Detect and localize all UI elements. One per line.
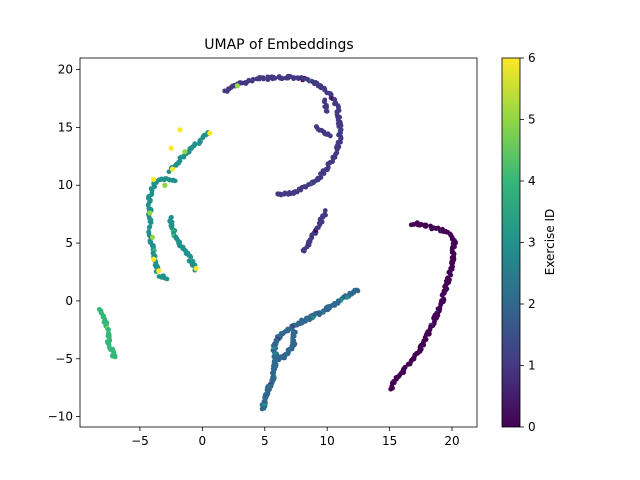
colorbar-tick-label: 5 [528,113,536,127]
data-point [147,210,153,216]
data-point [324,108,330,114]
data-point [272,75,278,81]
x-tick-label: 10 [320,434,335,448]
colorbar-ticks: 0 1 2 3 4 5 6 [520,51,536,434]
y-axis: −10 −5 0 5 10 15 20 [48,63,80,424]
data-point [327,133,333,139]
y-tick-label: 15 [58,120,73,134]
cluster-6 [259,351,280,412]
data-point [182,149,188,155]
data-point [250,76,256,82]
points-layer [96,73,459,412]
y-tick-label: 0 [65,294,73,308]
data-point [261,76,266,82]
x-tick-label: −5 [131,434,149,448]
data-point [279,76,285,82]
data-point [336,124,342,129]
y-tick-label: −10 [48,410,73,424]
x-tick-label: 20 [444,434,459,448]
data-point [151,176,157,183]
data-point [193,265,199,272]
chart-title: UMAP of Embeddings [204,37,353,53]
data-point [168,145,174,151]
data-point [334,146,340,152]
data-point [151,256,157,262]
data-point [261,405,267,411]
colorbar: 0 1 2 3 4 5 6 Exercise ID [501,51,557,434]
data-point [169,166,175,172]
data-point [146,225,152,230]
cluster-4 [388,220,459,392]
data-point [324,104,329,110]
data-point [192,141,198,147]
data-point [451,250,456,256]
data-point [188,254,194,260]
cluster-5 [270,287,361,363]
data-point [177,127,183,133]
colorbar-tick-label: 6 [528,51,536,65]
data-point [149,234,156,240]
data-point [448,272,454,278]
colorbar-label: Exercise ID [543,209,557,276]
cluster-2 [321,97,330,114]
x-tick-label: 5 [261,434,269,448]
data-point [330,302,336,308]
cluster-12 [96,306,118,360]
data-point [164,276,170,282]
data-point [314,225,320,231]
data-point [207,130,213,136]
cluster-3 [300,208,328,254]
data-point [105,327,111,332]
cluster-1 [313,124,333,139]
data-point [301,76,306,82]
cluster-11 [156,273,170,282]
data-point [322,211,328,217]
y-tick-label: 20 [58,63,73,77]
data-point [332,101,337,107]
data-point [112,354,118,360]
data-point [318,171,323,177]
data-point [439,292,445,298]
colorbar-tick-label: 2 [528,297,536,311]
highlight-points [147,83,240,274]
colorbar-tick-label: 1 [528,359,536,373]
data-point [333,151,339,156]
data-point [423,222,429,228]
data-point [322,99,328,104]
data-point [275,191,281,197]
data-point [148,220,154,225]
cluster-8 [167,214,198,273]
y-tick-label: 5 [65,236,73,250]
data-point [291,191,297,197]
data-point [166,169,172,175]
data-point [156,268,162,274]
x-axis: −5 0 5 10 15 20 [131,427,460,448]
data-point [234,83,240,89]
colorbar-tick-label: 3 [528,236,536,250]
colorbar-tick-label: 4 [528,174,536,188]
colorbar-gradient [501,57,521,428]
y-tick-label: 10 [58,178,73,192]
x-tick-label: 15 [382,434,397,448]
plot-frame [79,57,478,428]
data-point [388,386,394,392]
data-point [291,75,297,81]
data-point [162,182,168,188]
data-point [351,289,356,295]
data-point [291,328,297,334]
data-point [444,229,449,235]
cluster-10 [153,176,178,185]
data-point [322,208,328,213]
data-point [105,333,111,339]
cluster-7 [145,180,161,274]
x-tick-label: 0 [199,434,207,448]
colorbar-tick-label: 0 [528,420,536,434]
data-point [172,178,178,184]
data-point [405,361,411,367]
y-tick-label: −5 [55,352,73,366]
